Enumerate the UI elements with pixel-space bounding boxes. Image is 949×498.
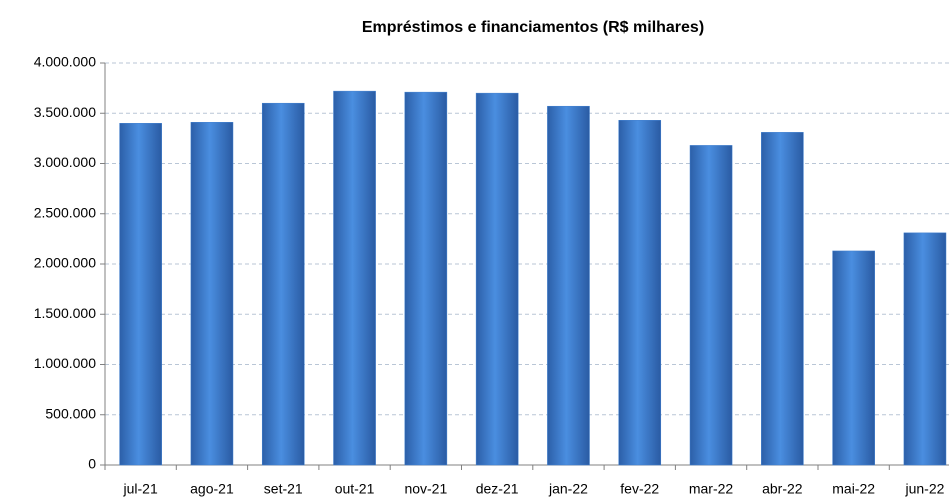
x-tick-label: mar-22: [689, 481, 734, 497]
bar: [190, 122, 234, 466]
bar: [618, 120, 662, 466]
x-tick-label: jul-21: [123, 481, 158, 497]
x-tick-label: dez-21: [476, 481, 519, 497]
bar: [689, 145, 733, 466]
y-tick-label: 1.500.000: [34, 305, 96, 321]
bar: [547, 105, 590, 466]
x-tick-label: nov-21: [404, 481, 447, 497]
y-tick-label: 3.500.000: [34, 104, 96, 120]
bar: [404, 91, 448, 466]
y-tick-label: 1.000.000: [34, 355, 96, 371]
x-tick-label: out-21: [335, 481, 375, 497]
y-tick-label: 4.000.000: [34, 54, 96, 70]
x-tick-label: abr-22: [762, 481, 803, 497]
bar: [333, 90, 376, 466]
bar: [475, 92, 519, 466]
y-tick-label: 3.000.000: [34, 154, 96, 170]
x-tick-label: set-21: [264, 481, 303, 497]
bar: [903, 232, 947, 466]
y-tick-label: 2.500.000: [34, 204, 96, 220]
x-tick-label: ago-21: [190, 481, 234, 497]
chart-title: Empréstimos e financiamentos (R$ milhare…: [362, 19, 704, 36]
x-tick-label: mai-22: [832, 481, 875, 497]
bar: [832, 250, 875, 466]
bar: [261, 102, 305, 466]
y-tick-label: 0: [88, 456, 96, 472]
x-tick-label: jan-22: [548, 481, 588, 497]
y-tick-label: 2.000.000: [34, 255, 96, 271]
x-tick-label: fev-22: [620, 481, 659, 497]
bar: [119, 123, 162, 466]
x-tick-label: jun-22: [904, 481, 944, 497]
bar: [761, 132, 804, 466]
y-tick-label: 500.000: [45, 405, 96, 421]
